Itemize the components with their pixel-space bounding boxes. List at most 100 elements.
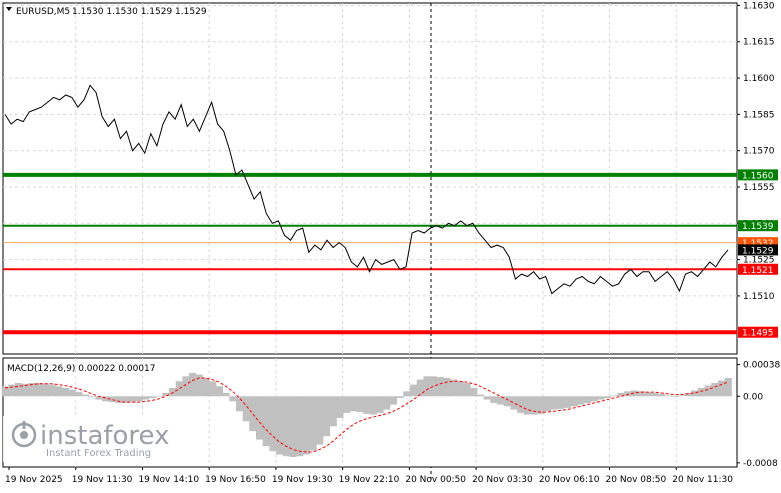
- macd-bar: [102, 396, 110, 402]
- level-label: 1.1532: [742, 239, 774, 249]
- macd-bar: [697, 388, 705, 397]
- time-axis: 19 Nov 2025 19 Nov 11:30 19 Nov 14:10 19 No…: [5, 467, 733, 485]
- macd-bar: [75, 392, 83, 397]
- macd-bar: [202, 378, 210, 397]
- macd-bar: [691, 390, 699, 397]
- macd-bar: [483, 396, 491, 400]
- macd-bar: [671, 396, 679, 398]
- horizontal-levels: [3, 172, 737, 335]
- macd-bar: [644, 392, 652, 397]
- ytick-label: 1.1630: [743, 1, 775, 11]
- macd-bar: [550, 396, 558, 410]
- macd-bar: [249, 396, 257, 432]
- macd-bar: [276, 396, 284, 455]
- macd-bar: [236, 396, 244, 412]
- ytick-label: 1.1585: [743, 110, 775, 120]
- macd-bar: [617, 392, 625, 397]
- macd-bar: [35, 383, 43, 397]
- instaforex-watermark: instaforex Instant Forex Trading: [3, 416, 180, 462]
- macd-bar: [610, 395, 618, 397]
- macd-bar: [356, 396, 364, 413]
- macd-bar: [15, 383, 23, 397]
- macd-bar: [316, 396, 324, 445]
- macd-axis: 0.00038 0.00 -0.0008: [737, 361, 780, 469]
- instaforex-logo-icon: [11, 421, 37, 448]
- macd-bar: [436, 377, 444, 397]
- macd-bar: [383, 396, 391, 410]
- xtick-label: 20 Nov 00:50: [405, 475, 466, 485]
- macd-bar: [349, 396, 357, 412]
- macd-bar: [336, 396, 344, 418]
- macd-signal-line: [4, 377, 729, 453]
- macd-bar: [416, 379, 424, 397]
- macd-bar: [604, 396, 612, 398]
- level-label: 1.1560: [742, 171, 774, 181]
- xtick-label: 19 Nov 16:50: [205, 475, 266, 485]
- macd-bar: [115, 396, 123, 403]
- ytick-label: 1.1525: [743, 256, 775, 266]
- ytick-label: 1.1555: [743, 183, 775, 193]
- macd-bar: [128, 396, 136, 403]
- macd-bar: [162, 392, 170, 397]
- macd-bar: [456, 381, 464, 397]
- macd-histogram: [1, 373, 732, 457]
- level-label-bg: [738, 169, 778, 181]
- macd-bar: [1, 386, 9, 397]
- macd-bar: [323, 396, 331, 437]
- price-grid: [3, 3, 737, 354]
- macd-bar: [363, 396, 371, 414]
- macd-bar: [262, 396, 270, 447]
- ohlc-label: 1.1530 1.1530 1.1529 1.1529: [72, 7, 207, 17]
- macd-label: MACD(12,26,9) 0.00022 0.00017: [7, 364, 156, 374]
- macd-bar: [148, 396, 156, 398]
- macd-bar: [430, 376, 438, 397]
- level-label: 1.1529: [742, 246, 774, 256]
- symbol-label: EURUSD,M5: [16, 7, 70, 17]
- xtick-label: 20 Nov 06:10: [539, 475, 600, 485]
- macd-bar: [48, 384, 56, 397]
- level-label: 1.1521: [742, 266, 774, 276]
- price-pane[interactable]: 1.16301.16151.16001.15851.15701.15551.15…: [2, 1, 778, 482]
- level-label-bg: [738, 237, 778, 249]
- macd-bar: [630, 390, 638, 397]
- macd-bar: [169, 388, 177, 397]
- macd-bar: [269, 396, 277, 452]
- macd-bar: [222, 392, 230, 397]
- macd-bar: [155, 396, 163, 397]
- macd-bar: [711, 383, 719, 397]
- watermark-panel: [3, 416, 180, 462]
- macd-bar: [135, 396, 143, 402]
- macd-bar: [490, 396, 498, 403]
- macd-bar: [704, 385, 712, 397]
- macd-bar: [376, 396, 384, 413]
- macd-bar: [88, 396, 96, 398]
- price-line: [4, 84, 729, 295]
- price-pane-frame: [2, 2, 738, 355]
- level-label: 1.1539: [742, 222, 774, 232]
- xtick-label: 20 Nov 03:30: [472, 475, 533, 485]
- xtick-label: 19 Nov 2025: [5, 475, 63, 485]
- macd-bar: [657, 393, 665, 397]
- macd-bar: [28, 383, 36, 397]
- level-label-bg: [738, 244, 778, 256]
- macd-bar: [8, 384, 16, 397]
- macd-ytick-label: -0.0008: [743, 459, 778, 469]
- macd-bar: [523, 396, 531, 415]
- xtick-label: 20 Nov 08:50: [606, 475, 667, 485]
- macd-bar: [68, 389, 76, 397]
- macd-bar: [95, 396, 103, 400]
- macd-bar: [55, 386, 63, 397]
- xtick-label: 19 Nov 19:30: [272, 475, 333, 485]
- dropdown-arrow-icon[interactable]: [6, 7, 12, 11]
- macd-bar: [182, 376, 190, 397]
- level-label-bg: [738, 326, 778, 338]
- macd-bar: [343, 396, 351, 413]
- watermark-tagline: Instant Forex Trading: [46, 448, 151, 459]
- macd-bar: [477, 394, 485, 397]
- xtick-label: 20 Nov 11:30: [672, 475, 733, 485]
- macd-ytick-label: 0.00: [743, 392, 763, 402]
- macd-bar: [61, 388, 69, 397]
- macd-bar: [597, 396, 605, 400]
